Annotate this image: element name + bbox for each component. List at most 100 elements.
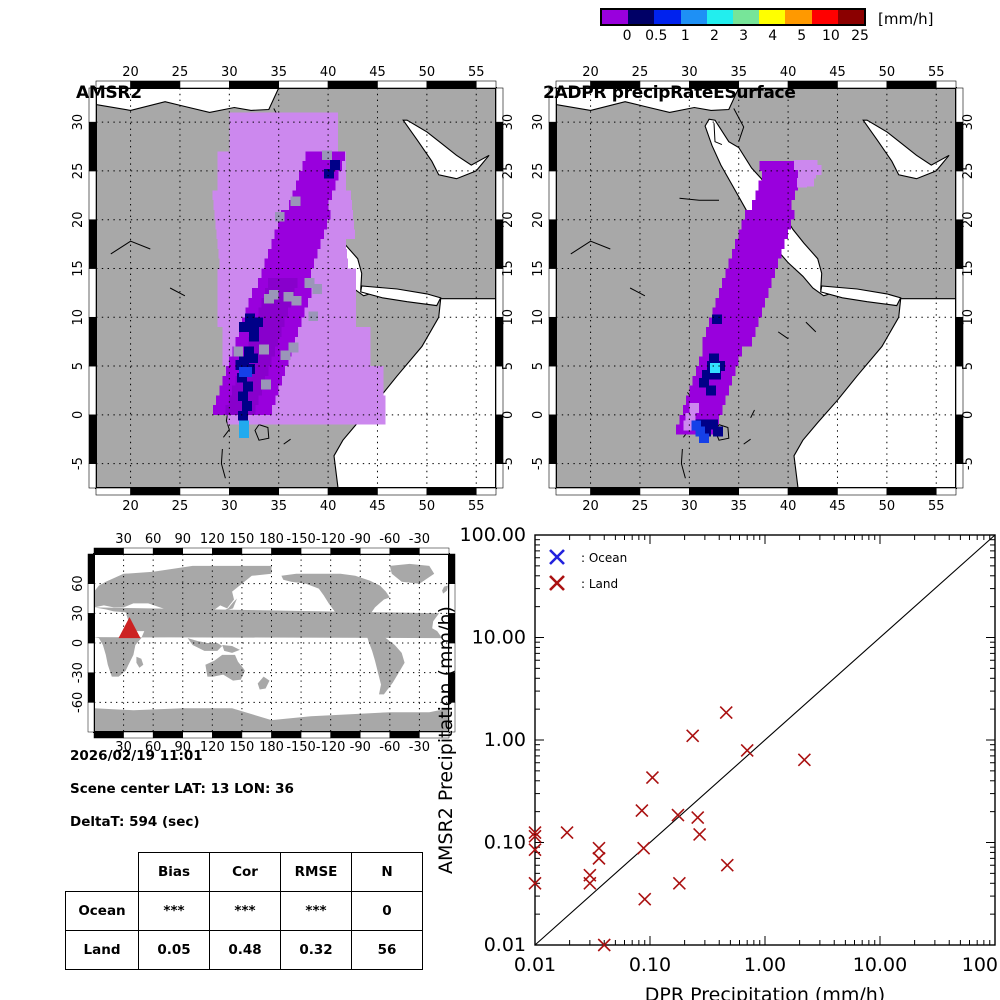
svg-text:60: 60 <box>71 575 86 592</box>
svg-text:15: 15 <box>71 260 86 277</box>
land-bias: 0.05 <box>138 930 210 970</box>
colorbar-label-3: 2 <box>709 28 719 44</box>
colorbar-swatch-4 <box>706 10 734 24</box>
colorbar-swatch-6 <box>759 10 786 24</box>
svg-text:5: 5 <box>531 362 546 370</box>
legend-label-ocean: : Ocean <box>581 551 627 565</box>
svg-text:15: 15 <box>501 260 516 277</box>
colorbar-label-0: 0 <box>622 28 632 44</box>
world-locator-map: 30 30 60 60 90 90 120 120 150 150 180 180 -150 -150 -1… <box>70 530 471 755</box>
colorbar-swatch-8 <box>811 10 838 24</box>
svg-text:50: 50 <box>879 65 896 80</box>
svg-text:-30: -30 <box>409 532 430 547</box>
svg-text:25: 25 <box>172 65 189 80</box>
colorbar-label-8: 25 <box>851 28 869 44</box>
svg-text:60: 60 <box>145 740 162 755</box>
svg-text:30: 30 <box>961 114 976 131</box>
svg-text:-60: -60 <box>379 740 400 755</box>
col-header-rmse: RMSE <box>280 852 352 892</box>
svg-text:10: 10 <box>71 309 86 326</box>
col-header-n: N <box>351 852 423 892</box>
svg-text:25: 25 <box>632 499 649 514</box>
colorbar-swatches <box>600 8 866 26</box>
svg-text:55: 55 <box>468 65 485 80</box>
svg-text:-60: -60 <box>379 532 400 547</box>
svg-text:-90: -90 <box>350 532 371 547</box>
svg-text:20: 20 <box>71 211 86 228</box>
svg-text:25: 25 <box>501 163 516 180</box>
svg-text:0: 0 <box>961 411 976 419</box>
svg-text:30: 30 <box>71 605 86 622</box>
svg-text:35: 35 <box>730 499 747 514</box>
series-land <box>528 706 811 952</box>
svg-text:30: 30 <box>681 499 698 514</box>
svg-text:15: 15 <box>531 260 546 277</box>
map-right-title: 2ADPR precipRateESurface <box>543 83 796 103</box>
colorbar-label-2: 1 <box>680 28 690 44</box>
scatter-plot: 0.01 0.10 1.00 10.00 100.00 0.01 0.10 1.00 10.00… <box>430 505 1000 1000</box>
svg-text:0.10: 0.10 <box>629 954 671 976</box>
svg-text:55: 55 <box>928 499 945 514</box>
svg-text:20: 20 <box>582 499 599 514</box>
svg-text:10.00: 10.00 <box>472 627 526 649</box>
land-cor: 0.48 <box>209 930 281 970</box>
table-row: Land 0.05 0.48 0.32 56 <box>65 930 423 970</box>
svg-text:25: 25 <box>531 163 546 180</box>
svg-text:-5: -5 <box>961 457 976 470</box>
svg-text:20: 20 <box>501 211 516 228</box>
col-header-cor: Cor <box>209 852 281 892</box>
svg-text:40: 40 <box>780 499 797 514</box>
colorbar-label-5: 4 <box>768 28 778 44</box>
table-row: Ocean *** *** *** 0 <box>65 891 423 931</box>
svg-text:-5: -5 <box>501 457 516 470</box>
svg-text:-5: -5 <box>71 457 86 470</box>
svg-text:10: 10 <box>531 309 546 326</box>
svg-text:20: 20 <box>961 211 976 228</box>
svg-text:45: 45 <box>369 499 386 514</box>
svg-text:180: 180 <box>259 740 284 755</box>
svg-text:25: 25 <box>632 65 649 80</box>
scene-center: Scene center LAT: 13 LON: 36 <box>70 781 294 797</box>
svg-text:30: 30 <box>221 65 238 80</box>
svg-text:15: 15 <box>961 260 976 277</box>
svg-text:0: 0 <box>501 411 516 419</box>
colorbar-label-1: 0.5 <box>645 28 668 44</box>
colorbar-swatch-0 <box>602 10 629 24</box>
map-panel-dpr: 20 20 25 25 30 30 35 35 40 40 45 45 50 50 55 55 30 30 25 25… <box>528 60 984 516</box>
svg-text:0: 0 <box>71 639 86 647</box>
svg-text:100.00: 100.00 <box>460 524 526 546</box>
svg-text:50: 50 <box>879 499 896 514</box>
svg-text:120: 120 <box>200 740 225 755</box>
svg-text:40: 40 <box>780 65 797 80</box>
delta-t: DeltaT: 594 (sec) <box>70 814 200 830</box>
svg-text:20: 20 <box>531 211 546 228</box>
colorbar-swatch-3 <box>680 10 707 24</box>
land-rmse: 0.32 <box>280 930 352 970</box>
svg-text:20: 20 <box>122 65 139 80</box>
svg-text:10.00: 10.00 <box>853 954 907 976</box>
svg-text:30: 30 <box>681 65 698 80</box>
svg-text:45: 45 <box>829 65 846 80</box>
svg-text:50: 50 <box>419 65 436 80</box>
svg-text:20: 20 <box>582 65 599 80</box>
svg-text:5: 5 <box>961 362 976 370</box>
svg-text:90: 90 <box>174 532 191 547</box>
row-header-ocean: Ocean <box>65 891 139 931</box>
colorbar-swatch-1 <box>628 10 655 24</box>
svg-text:30: 30 <box>531 114 546 131</box>
map-left-title: AMSR2 <box>76 83 142 103</box>
table-header-row: Bias Cor RMSE N <box>65 852 423 892</box>
colorbar-swatch-7 <box>785 10 812 24</box>
col-header-bias: Bias <box>138 852 210 892</box>
svg-text:180: 180 <box>259 532 284 547</box>
svg-text:40: 40 <box>320 65 337 80</box>
x-axis-label: DPR Precipitation (mm/h) <box>645 984 885 1000</box>
svg-text:50: 50 <box>419 499 436 514</box>
svg-text:35: 35 <box>270 499 287 514</box>
svg-text:0: 0 <box>531 411 546 419</box>
ocean-cor: *** <box>209 891 281 931</box>
svg-text:30: 30 <box>71 114 86 131</box>
ocean-rmse: *** <box>280 891 352 931</box>
colorbar-unit-label: [mm/h] <box>878 10 934 28</box>
colorbar-label-6: 5 <box>797 28 807 44</box>
